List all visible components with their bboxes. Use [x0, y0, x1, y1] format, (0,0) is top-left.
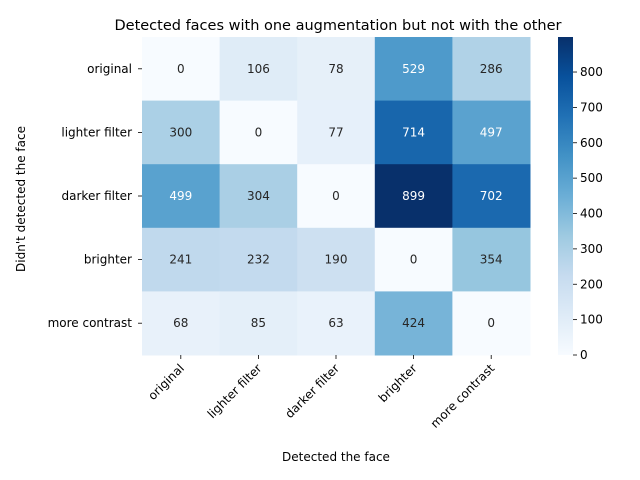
heatmap-cell-original-more-contrast — [452, 37, 531, 102]
cell-value-label: 241 — [169, 253, 192, 267]
heatmap-cell-brighter-original — [142, 227, 221, 292]
x-axis-ticks: original lighter filter darker filter brigh… — [145, 355, 498, 431]
heatmap-cell-brighter-lighter-filter — [219, 227, 298, 292]
x-tick-label-lighter-filter: lighter filter — [205, 361, 265, 421]
heatmap-cell-lighter-filter-original — [142, 100, 221, 165]
colorbar-tick-label: 400 — [580, 207, 603, 221]
cell-value-label: 899 — [402, 189, 425, 203]
cell-value-label: 68 — [173, 316, 188, 330]
cell-value-label: 702 — [480, 189, 503, 203]
heatmap-cell-brighter-darker-filter — [297, 227, 376, 292]
y-axis-label: Didn't detected the face — [14, 126, 28, 272]
cell-value-label: 0 — [177, 62, 185, 76]
y-tick-label-lighter-filter: lighter filter — [61, 125, 132, 139]
cell-value-label: 499 — [169, 189, 192, 203]
heatmap-cell-brighter-more-contrast — [452, 227, 531, 292]
heatmap-cell-darker-filter-darker-filter — [297, 164, 376, 229]
cell-value-label: 0 — [255, 125, 263, 139]
cell-value-label: 714 — [402, 125, 425, 139]
y-tick-label-original: original — [87, 62, 132, 76]
colorbar: 0 100 200 300 400 500 600 700 800 — [558, 37, 603, 362]
cell-value-label: 497 — [480, 125, 503, 139]
colorbar-tick-label: 300 — [580, 242, 603, 256]
cell-value-label: 0 — [410, 253, 418, 267]
heatmap-cell-more-contrast-lighter-filter — [219, 291, 298, 356]
heatmap-cell-more-contrast-original — [142, 291, 221, 356]
heatmap-cell-more-contrast-brighter — [374, 291, 453, 356]
heatmap-cell-more-contrast-more-contrast — [452, 291, 531, 356]
cell-value-label: 78 — [328, 62, 343, 76]
colorbar-tick-label: 800 — [580, 65, 603, 79]
y-tick-label-more-contrast: more contrast — [48, 316, 133, 330]
cell-value-label: 106 — [247, 62, 270, 76]
cell-value-label: 529 — [402, 62, 425, 76]
colorbar-tick-label: 700 — [580, 100, 603, 114]
cell-value-label: 0 — [487, 316, 495, 330]
heatmap-cells: 0 106 78 529 286 300 0 77 714 497 499 304 0 899 702 241… — [142, 37, 531, 356]
heatmap-cell-original-original — [142, 37, 221, 102]
heatmap-cell-lighter-filter-lighter-filter — [219, 100, 298, 165]
heatmap-cell-more-contrast-darker-filter — [297, 291, 376, 356]
heatmap-cell-original-lighter-filter — [219, 37, 298, 102]
heatmap-cell-darker-filter-lighter-filter — [219, 164, 298, 229]
cell-value-label: 63 — [328, 316, 343, 330]
heatmap-cell-lighter-filter-more-contrast — [452, 100, 531, 165]
colorbar-tick-label: 0 — [580, 348, 588, 362]
cell-value-label: 0 — [332, 189, 340, 203]
cell-value-label: 300 — [169, 125, 192, 139]
y-tick-label-darker-filter: darker filter — [62, 189, 133, 203]
chart-title: Detected faces with one augmentation but… — [114, 18, 561, 34]
cell-value-label: 190 — [325, 253, 348, 267]
y-axis-ticks: original lighter filter darker filter brigh… — [48, 62, 142, 330]
colorbar-tick-label: 600 — [580, 136, 603, 150]
cell-value-label: 286 — [480, 62, 503, 76]
x-tick-label-darker-filter: darker filter — [282, 361, 342, 421]
heatmap-cell-original-brighter — [374, 37, 453, 102]
heatmap-cell-darker-filter-original — [142, 164, 221, 229]
colorbar-tick-label: 500 — [580, 171, 603, 185]
cell-value-label: 354 — [480, 253, 503, 267]
heatmap-cell-darker-filter-more-contrast — [452, 164, 531, 229]
colorbar-gradient — [558, 37, 573, 355]
heatmap-cell-lighter-filter-brighter — [374, 100, 453, 165]
y-tick-label-brighter: brighter — [84, 253, 132, 267]
cell-value-label: 304 — [247, 189, 270, 203]
x-tick-label-more-contrast: more contrast — [428, 361, 498, 431]
cell-value-label: 77 — [328, 125, 343, 139]
heatmap-cell-darker-filter-brighter — [374, 164, 453, 229]
colorbar-tick-label: 100 — [580, 313, 603, 327]
x-tick-label-original: original — [145, 361, 187, 403]
x-tick-label-brighter: brighter — [376, 361, 420, 405]
heatmap-cell-brighter-brighter — [374, 227, 453, 292]
cell-value-label: 232 — [247, 253, 270, 267]
heatmap-cell-lighter-filter-darker-filter — [297, 100, 376, 165]
cell-value-label: 85 — [251, 316, 266, 330]
heatmap-cell-original-darker-filter — [297, 37, 376, 102]
x-axis-label: Detected the face — [282, 450, 390, 464]
cell-value-label: 424 — [402, 316, 425, 330]
colorbar-tick-label: 200 — [580, 277, 603, 291]
